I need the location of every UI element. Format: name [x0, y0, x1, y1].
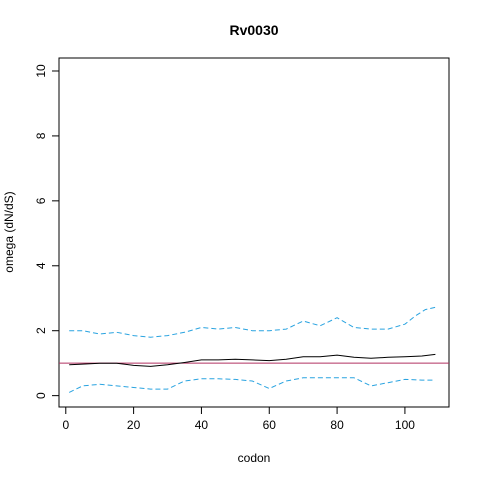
x-tick-label: 40 — [195, 418, 209, 432]
series-line-mean — [69, 353, 436, 367]
series-line-upper — [69, 306, 436, 338]
x-tick-label: 20 — [127, 418, 141, 432]
x-tick-label: 60 — [263, 418, 277, 432]
y-tick-label: 4 — [34, 262, 48, 269]
y-tick-label: 8 — [34, 132, 48, 139]
y-tick-label: 0 — [34, 392, 48, 399]
y-tick-label: 10 — [34, 64, 48, 78]
x-axis-label: codon — [238, 451, 271, 465]
series-layer — [68, 306, 436, 393]
y-tick-label: 2 — [34, 327, 48, 334]
y-axis-label: omega (dN/dS) — [2, 191, 16, 272]
x-tick-label: 100 — [395, 418, 415, 432]
chart-title: Rv0030 — [229, 22, 278, 38]
x-axis: 0 20 40 60 80 100 — [62, 406, 415, 432]
series-line-lower — [68, 377, 436, 393]
y-tick-label: 6 — [34, 197, 48, 204]
plot-frame — [58, 57, 450, 408]
x-tick-label: 80 — [330, 418, 344, 432]
x-tick-label: 0 — [62, 418, 69, 432]
y-axis: 0 2 4 6 8 10 — [34, 64, 60, 399]
